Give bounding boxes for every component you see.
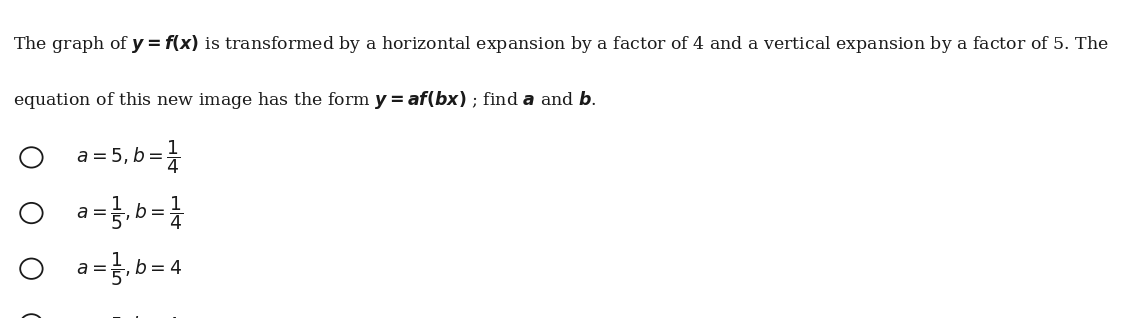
Text: $a = 5, b = \dfrac{1}{4}$: $a = 5, b = \dfrac{1}{4}$ (76, 138, 181, 176)
Text: $a = \dfrac{1}{5}, b = 4$: $a = \dfrac{1}{5}, b = 4$ (76, 250, 183, 288)
Text: $a = \dfrac{1}{5}, b = \dfrac{1}{4}$: $a = \dfrac{1}{5}, b = \dfrac{1}{4}$ (76, 194, 184, 232)
Text: $a = 5, b = 4$: $a = 5, b = 4$ (76, 314, 181, 318)
Text: equation of this new image has the form $\boldsymbol{y = af(bx)}$ ; find $\bolds: equation of this new image has the form … (13, 89, 597, 111)
Text: The graph of $\boldsymbol{y = f(x)}$ is transformed by a horizontal expansion by: The graph of $\boldsymbol{y = f(x)}$ is … (13, 33, 1110, 55)
